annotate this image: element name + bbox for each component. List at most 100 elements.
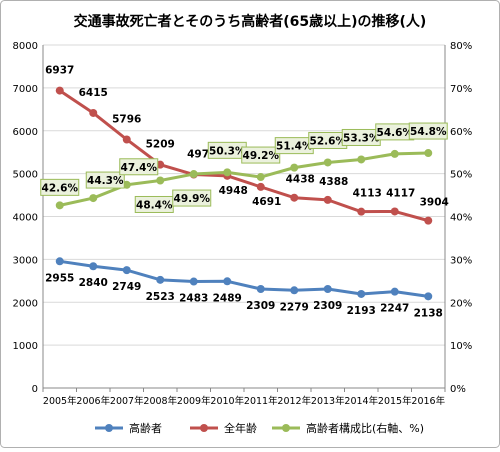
data-label-1: 5796 <box>112 113 141 125</box>
x-tick-label: 2011年 <box>244 395 278 407</box>
data-label-0: 2749 <box>112 281 141 293</box>
data-label-box-2 <box>172 189 212 207</box>
data-point-2 <box>390 149 399 158</box>
data-point-0 <box>290 286 299 295</box>
y-tick-label: 0 <box>32 384 38 395</box>
data-label-box-2 <box>119 158 159 176</box>
data-label-1: 4948 <box>219 185 248 197</box>
data-label-0: 2489 <box>213 292 242 304</box>
y2-tick-label: 50% <box>450 170 472 181</box>
data-label-1: 4113 <box>353 188 382 200</box>
y2-tick-label: 20% <box>450 298 472 309</box>
x-tick-label: 2015年 <box>378 395 412 407</box>
data-point-0 <box>189 277 198 286</box>
data-label-0: 2955 <box>45 272 74 284</box>
data-point-1 <box>390 207 399 216</box>
y-tick-label: 4000 <box>13 213 38 224</box>
x-tick-label: 2016年 <box>411 395 445 407</box>
data-point-0 <box>323 285 332 294</box>
x-tick-label: 2007年 <box>110 395 144 407</box>
data-point-2 <box>424 149 433 158</box>
data-label-2: 54.8% <box>410 126 447 138</box>
data-label-2: 49.2% <box>243 150 280 162</box>
data-label-1: 3904 <box>420 197 449 209</box>
data-label-1: 4388 <box>319 176 348 188</box>
data-label-1: 4691 <box>252 196 281 208</box>
y-tick-label: 3000 <box>13 255 38 266</box>
data-label-2: 44.3% <box>87 175 124 187</box>
x-tick-label: 2006年 <box>76 395 110 407</box>
y2-tick-label: 30% <box>450 255 472 266</box>
data-point-0 <box>156 275 165 284</box>
data-label-1: 6415 <box>79 87 108 99</box>
x-tick-label: 2009年 <box>177 395 211 407</box>
y2-tick-label: 0% <box>450 384 466 395</box>
data-point-0 <box>55 257 64 266</box>
data-label-0: 2279 <box>280 301 309 313</box>
y-tick-label: 2000 <box>13 298 38 309</box>
y2-tick-label: 70% <box>450 84 472 95</box>
legend-swatch-marker <box>105 424 113 432</box>
x-tick-label: 2005年 <box>43 395 77 407</box>
legend-label: 高齢者構成比(右軸、%) <box>306 421 424 435</box>
data-point-0 <box>256 285 265 294</box>
legend-label: 全年齢 <box>224 421 257 435</box>
x-tick-label: 2010年 <box>210 395 244 407</box>
series-line-0 <box>59 259 429 298</box>
data-label-2: 47.4% <box>121 162 158 174</box>
data-label-0: 2309 <box>313 300 342 312</box>
y2-tick-label: 80% <box>450 41 472 52</box>
data-point-2 <box>290 163 299 172</box>
legend-swatch-marker <box>282 424 290 432</box>
chart-title: 交通事故死亡者とそのうち高齢者(65歳以上)の推移(人) <box>74 13 427 30</box>
data-label-0: 2309 <box>246 300 275 312</box>
data-label-1: 6937 <box>45 65 74 77</box>
data-label-2: 51.4% <box>276 141 313 153</box>
data-point-0 <box>390 287 399 296</box>
x-tick-label: 2014年 <box>344 395 378 407</box>
y2-tick-label: 10% <box>450 341 472 352</box>
data-point-2 <box>223 168 232 177</box>
data-point-2 <box>189 170 198 179</box>
y-tick-label: 6000 <box>13 127 38 138</box>
data-point-1 <box>323 195 332 204</box>
y2-tick-label: 40% <box>450 213 472 224</box>
data-label-0: 2193 <box>347 305 376 317</box>
x-tick-label: 2012年 <box>277 395 311 407</box>
data-point-1 <box>122 135 131 144</box>
data-point-2 <box>89 194 98 203</box>
data-label-2: 48.4% <box>136 199 173 211</box>
data-label-box-2 <box>85 171 125 189</box>
series-line-1 <box>58 89 429 223</box>
data-point-0 <box>357 289 366 298</box>
x-tick-label: 2008年 <box>143 395 177 407</box>
x-tick-label: 2013年 <box>311 395 345 407</box>
data-label-2: 49.9% <box>174 193 211 205</box>
data-label-2: 54.6% <box>377 127 414 139</box>
data-label-0: 2138 <box>414 307 443 319</box>
data-point-0 <box>424 292 433 301</box>
y-tick-label: 7000 <box>13 84 38 95</box>
y-tick-label: 5000 <box>13 170 38 181</box>
data-point-2 <box>357 155 366 164</box>
data-point-0 <box>122 266 131 275</box>
data-point-0 <box>89 262 98 271</box>
data-point-2 <box>55 201 64 210</box>
data-label-2: 52.6% <box>310 135 347 147</box>
y-tick-label: 8000 <box>13 41 38 52</box>
data-label-box-2 <box>40 178 80 196</box>
data-point-1 <box>89 108 98 117</box>
data-point-1 <box>290 193 299 202</box>
data-point-1 <box>424 216 433 225</box>
y2-tick-label: 60% <box>450 127 472 138</box>
data-label-0: 2523 <box>146 291 175 303</box>
data-point-2 <box>323 158 332 167</box>
data-label-0: 2483 <box>179 293 208 305</box>
data-label-0: 2840 <box>79 277 108 289</box>
data-label-box-2 <box>241 146 281 164</box>
data-point-2 <box>256 173 265 182</box>
data-point-1 <box>256 182 265 191</box>
legend-label: 高齢者 <box>129 421 162 435</box>
